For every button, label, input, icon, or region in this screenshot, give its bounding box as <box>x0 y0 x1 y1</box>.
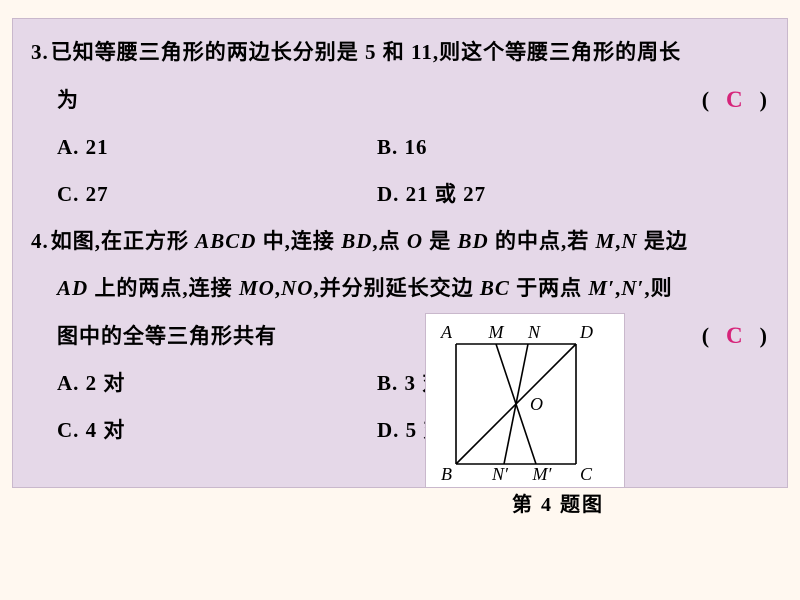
q3-stem-2: 为 <box>57 77 79 124</box>
svg-text:M′: M′ <box>532 464 553 484</box>
svg-text:C: C <box>580 464 593 484</box>
q4-stem-line1: 如图,在正方形 ABCD 中,连接 BD,点 O 是 BD 的中点,若 M,N … <box>49 218 688 265</box>
q3-answer: C <box>726 87 745 112</box>
svg-text:M: M <box>488 322 505 342</box>
q4-stem-3: 图中的全等三角形共有 <box>57 313 277 360</box>
svg-text:A: A <box>440 322 453 342</box>
q3-options-row2: C. 27 D. 21 或 27 <box>31 171 769 218</box>
q4-options-row2: C. 4 对 D. 5 对 <box>31 407 769 454</box>
svg-text:O: O <box>530 394 543 414</box>
q4-stem-line2: AD 上的两点,连接 MO,NO,并分别延长交边 BC 于两点 M′,N′,则 <box>57 265 673 312</box>
q4-line3: 图中的全等三角形共有 ( C ) <box>31 312 769 360</box>
paren-close-2: ) <box>760 323 769 348</box>
q3-answer-paren: ( C ) <box>702 76 769 123</box>
q3-line2: 为 ( C ) <box>31 76 769 124</box>
q3-number: 3. <box>31 29 49 76</box>
svg-text:N: N <box>527 322 541 342</box>
q4-option-c: C. 4 对 <box>57 407 377 454</box>
q4-line1: 4. 如图,在正方形 ABCD 中,连接 BD,点 O 是 BD 的中点,若 M… <box>31 218 769 265</box>
paren-close: ) <box>760 87 769 112</box>
q3-options-row1: A. 21 B. 16 <box>31 124 769 171</box>
paren-open: ( <box>702 87 711 112</box>
q3-option-d: D. 21 或 27 <box>377 171 769 218</box>
q3-line1: 3. 已知等腰三角形的两边长分别是 5 和 11,则这个等腰三角形的周长 <box>31 29 769 76</box>
question-panel: 3. 已知等腰三角形的两边长分别是 5 和 11,则这个等腰三角形的周长 为 (… <box>12 18 788 488</box>
figure-caption: 第 4 题图 <box>408 485 708 525</box>
svg-text:B: B <box>441 464 452 484</box>
q4-figure-svg: A D B C M N O N′ M′ <box>426 314 626 489</box>
q4-option-a: A. 2 对 <box>57 360 377 407</box>
q4-answer: C <box>726 323 745 348</box>
svg-text:D: D <box>579 322 593 342</box>
q3-option-b: B. 16 <box>377 124 769 171</box>
q4-answer-paren: ( C ) <box>702 312 769 359</box>
q4-number: 4. <box>31 218 49 265</box>
q4-options-row1: A. 2 对 B. 3 对 <box>31 360 769 407</box>
q3-stem-1: 已知等腰三角形的两边长分别是 5 和 11,则这个等腰三角形的周长 <box>49 29 681 76</box>
figure-caption-wrap: 第 4 题图 <box>408 485 708 525</box>
q4-figure: A D B C M N O N′ M′ <box>425 313 625 488</box>
q3-option-a: A. 21 <box>57 124 377 171</box>
paren-open-2: ( <box>702 323 711 348</box>
svg-text:N′: N′ <box>491 464 509 484</box>
q3-option-c: C. 27 <box>57 171 377 218</box>
q4-line2: AD 上的两点,连接 MO,NO,并分别延长交边 BC 于两点 M′,N′,则 <box>31 265 769 312</box>
